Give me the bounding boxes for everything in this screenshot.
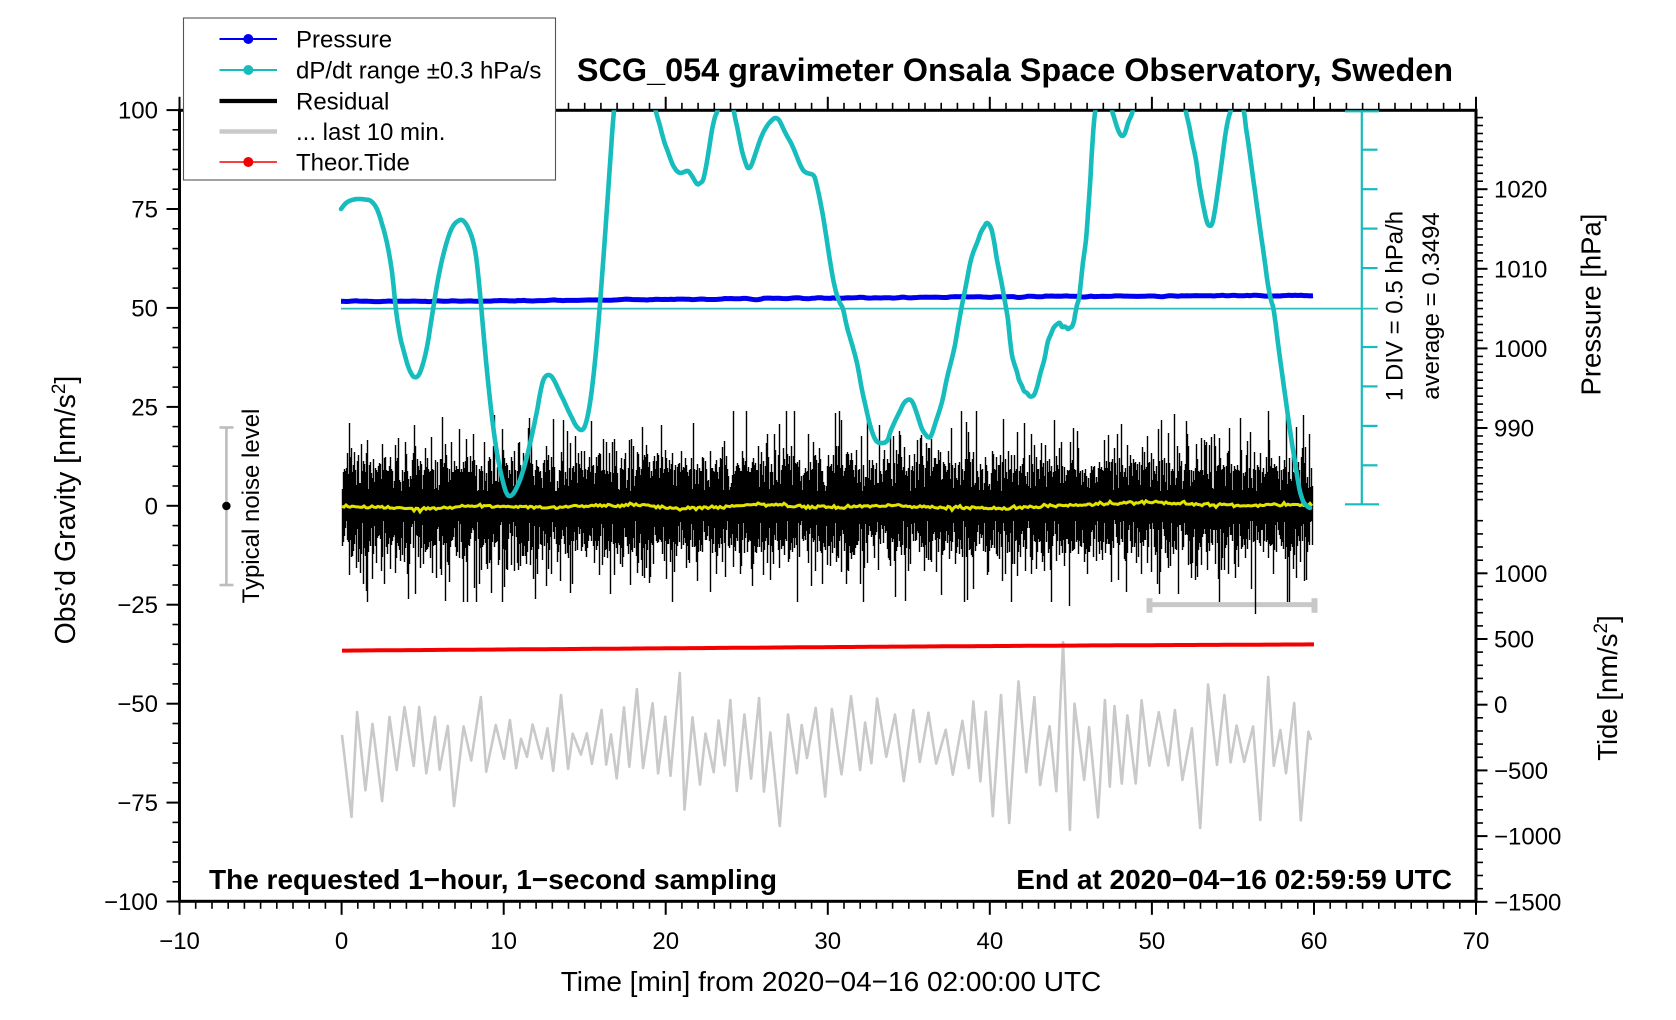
svg-text:100: 100 (118, 98, 158, 125)
svg-text:1 DIV = 0.5 hPa/h: 1 DIV = 0.5 hPa/h (1382, 211, 1409, 401)
svg-text:Pressure: Pressure (296, 27, 392, 54)
svg-text:60: 60 (1301, 928, 1328, 955)
svg-text:1010: 1010 (1494, 256, 1547, 283)
svg-text:30: 30 (814, 928, 841, 955)
svg-text:0: 0 (1494, 692, 1507, 719)
svg-text:0: 0 (335, 928, 348, 955)
svg-text:Typical noise level: Typical noise level (238, 409, 265, 604)
svg-text:75: 75 (131, 196, 158, 223)
svg-text:Tide [nm/s2]: Tide [nm/s2] (1591, 615, 1623, 761)
svg-text:1000: 1000 (1494, 336, 1547, 363)
svg-text:25: 25 (131, 394, 158, 421)
svg-text:Time [min] from 2020−04−16 02:: Time [min] from 2020−04−16 02:00:00 UTC (561, 966, 1102, 997)
svg-text:Theor.Tide: Theor.Tide (296, 150, 410, 177)
svg-text:Pressure [hPa]: Pressure [hPa] (1576, 214, 1607, 396)
svg-text:500: 500 (1494, 627, 1534, 654)
svg-text:−1500: −1500 (1494, 889, 1561, 916)
svg-text:−50: −50 (117, 691, 158, 718)
svg-text:70: 70 (1463, 928, 1490, 955)
svg-text:The requested 1−hour, 1−second: The requested 1−hour, 1−second sampling (209, 864, 777, 895)
svg-text:10: 10 (490, 928, 517, 955)
svg-text:SCG_054 gravimeter Onsala Spac: SCG_054 gravimeter Onsala Space Observat… (577, 52, 1453, 88)
svg-text:−75: −75 (117, 790, 158, 817)
svg-text:−25: −25 (117, 592, 158, 619)
svg-text:−500: −500 (1494, 758, 1548, 785)
svg-text:End at 2020−04−16 02:59:59 UTC: End at 2020−04−16 02:59:59 UTC (1016, 864, 1452, 895)
svg-text:dP/dt range ±0.3 hPa/s: dP/dt range ±0.3 hPa/s (296, 58, 541, 85)
svg-text:−100: −100 (104, 889, 158, 916)
svg-text:50: 50 (1139, 928, 1166, 955)
svg-text:50: 50 (131, 295, 158, 322)
svg-text:1020: 1020 (1494, 177, 1547, 204)
svg-text:−10: −10 (159, 928, 200, 955)
svg-text:average = 0.3494: average = 0.3494 (1418, 212, 1445, 400)
svg-text:Obs’d Gravity [nm/s2]: Obs’d Gravity [nm/s2] (49, 376, 82, 645)
svg-text:... last 10 min.: ... last 10 min. (296, 119, 445, 146)
svg-text:Residual: Residual (296, 89, 389, 116)
svg-text:1000: 1000 (1494, 561, 1547, 588)
svg-text:40: 40 (976, 928, 1003, 955)
svg-text:−1000: −1000 (1494, 824, 1561, 851)
svg-text:990: 990 (1494, 416, 1534, 443)
svg-text:0: 0 (145, 493, 158, 520)
svg-text:20: 20 (652, 928, 679, 955)
